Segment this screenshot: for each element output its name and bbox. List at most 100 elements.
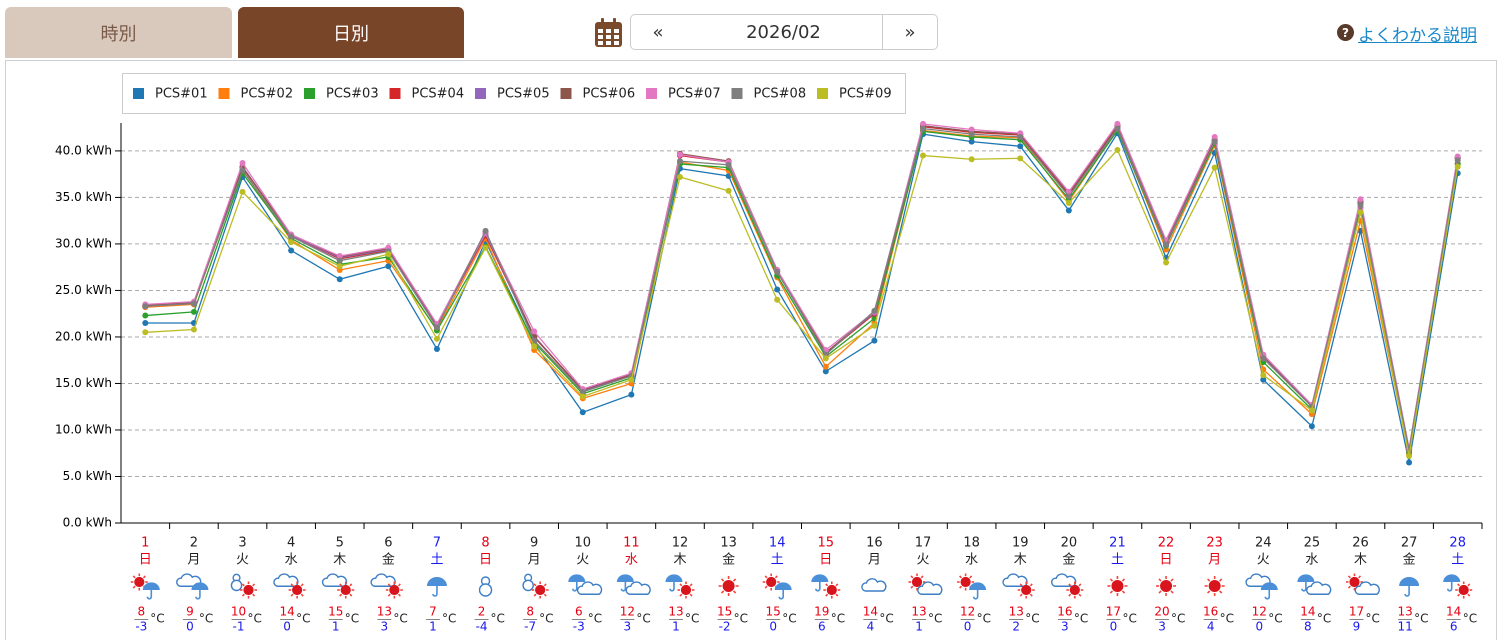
umbrella — [1443, 574, 1461, 582]
sun-ray — [1019, 583, 1023, 587]
series-line — [145, 131, 1459, 463]
x-tick-label: 5 — [336, 536, 344, 551]
sun-ray — [1158, 590, 1162, 594]
legend-swatch — [133, 88, 144, 99]
data-point — [336, 253, 343, 260]
cloud — [576, 581, 603, 595]
temp-high: 8 — [137, 605, 145, 619]
sun-ray — [387, 593, 391, 597]
x-tick-label: 18 — [963, 536, 980, 551]
sun-ray — [720, 590, 725, 594]
tab-hourly[interactable]: 時別 — [5, 7, 232, 58]
tab-daily[interactable]: 日別 — [238, 7, 464, 58]
sun-ray — [349, 583, 353, 587]
temp-unit: °C — [734, 612, 748, 626]
data-point — [1260, 372, 1267, 379]
x-tick-label: 25 — [1304, 536, 1321, 551]
sun-ray — [533, 593, 537, 597]
data-point — [482, 244, 489, 251]
calendar-icon[interactable] — [594, 17, 623, 48]
temp-low: -4 — [476, 620, 488, 634]
data-point — [1017, 133, 1024, 140]
temp-high: 15 — [717, 605, 732, 619]
x-tick-label: 16 — [866, 536, 883, 551]
temp-high: 14 — [279, 605, 294, 619]
sun-ray — [1029, 583, 1033, 587]
data-point — [1065, 200, 1072, 206]
sun-ray — [290, 583, 294, 587]
sun-ray — [1467, 593, 1471, 597]
weather-icon — [762, 573, 792, 600]
temp-low: -7 — [524, 620, 536, 634]
sun — [1069, 584, 1080, 596]
x-tick-label: 6 — [384, 536, 392, 551]
cloud — [625, 581, 651, 595]
legend-label: PCS#03 — [326, 87, 379, 102]
sun-ray — [241, 583, 245, 587]
data-point — [190, 308, 197, 315]
umbrella — [811, 574, 829, 582]
temp-low: 6 — [1450, 620, 1458, 634]
data-point — [142, 329, 149, 336]
weather-icon — [478, 576, 493, 597]
help-icon[interactable]: ? — [1337, 24, 1354, 41]
data-point — [1454, 157, 1461, 164]
temp-high: 14 — [1446, 605, 1461, 619]
data-point — [1017, 155, 1024, 162]
sun-ray — [764, 575, 768, 579]
sun-ray — [1109, 578, 1114, 582]
x-tick-label: 26 — [1352, 536, 1369, 551]
next-button[interactable]: » — [883, 14, 938, 50]
data-point — [1454, 163, 1461, 170]
temp-high: 13 — [1397, 605, 1412, 619]
cloud — [1002, 573, 1028, 587]
data-point — [385, 251, 392, 258]
sun-ray — [1068, 583, 1072, 587]
sun-ray — [835, 583, 839, 587]
sun — [722, 580, 735, 592]
series-line — [145, 127, 1459, 451]
sun-ray — [679, 583, 683, 587]
weekday-label: 水 — [285, 553, 298, 568]
y-tick-label: 25.0 kWh — [55, 283, 112, 297]
weather-icon — [1297, 574, 1332, 595]
sun-ray — [339, 593, 343, 597]
data-point — [1260, 355, 1267, 362]
sun-ray — [1347, 585, 1351, 589]
data-point — [920, 125, 927, 132]
data-point — [628, 376, 635, 383]
data-point — [1065, 207, 1072, 214]
sun-ray — [1078, 583, 1082, 587]
data-point — [1357, 201, 1364, 208]
legend-label: PCS#09 — [839, 87, 892, 102]
sun-ray — [300, 593, 304, 597]
legend-label: PCS#02 — [241, 87, 294, 102]
data-point — [1211, 138, 1218, 145]
weather-icon — [1345, 573, 1380, 595]
umbrella — [1399, 577, 1420, 586]
legend-swatch — [389, 88, 401, 99]
sun — [1160, 580, 1173, 592]
sun-ray — [252, 593, 256, 597]
x-tick-label: 22 — [1158, 536, 1175, 551]
help-link[interactable]: よくわかる説明 — [1358, 26, 1477, 46]
snowman-body — [230, 579, 243, 592]
data-point — [968, 138, 975, 145]
cloud — [1306, 581, 1332, 595]
month-label[interactable]: 2026/02 — [685, 14, 883, 50]
data-point — [336, 257, 343, 264]
temp-high: 14 — [1300, 605, 1315, 619]
weekday-label: 火 — [576, 553, 589, 568]
weather-icon — [568, 574, 603, 595]
y-tick-label: 20.0 kWh — [55, 329, 112, 343]
sun-ray — [1029, 593, 1033, 597]
sun-ray — [1158, 578, 1162, 582]
weekday-label: 火 — [236, 553, 249, 568]
weather-icon — [176, 573, 209, 600]
cloud — [917, 581, 943, 595]
temp-low: 0 — [283, 620, 291, 634]
sun-ray — [910, 575, 914, 579]
temp-unit: °C — [1268, 612, 1282, 626]
prev-button[interactable]: « — [630, 14, 686, 50]
